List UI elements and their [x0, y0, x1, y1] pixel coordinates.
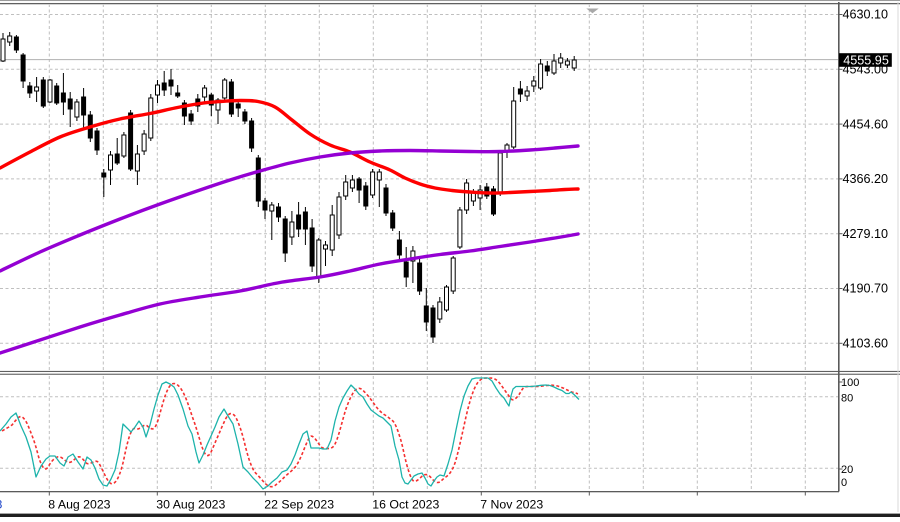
svg-text:4555.95: 4555.95	[843, 54, 889, 68]
svg-text:4103.60: 4103.60	[843, 337, 889, 351]
svg-text:4366.20: 4366.20	[843, 172, 889, 186]
svg-text:4454.60: 4454.60	[843, 117, 889, 131]
svg-text:80: 80	[841, 393, 853, 405]
svg-text:0: 0	[841, 477, 847, 489]
svg-text:30 Aug 2023: 30 Aug 2023	[156, 497, 225, 511]
svg-text:4630.10: 4630.10	[843, 8, 889, 22]
svg-text:100: 100	[841, 377, 859, 389]
svg-text:20: 20	[841, 464, 853, 476]
svg-text:4190.70: 4190.70	[843, 282, 889, 296]
svg-text:3: 3	[0, 497, 3, 511]
svg-text:16 Oct 2023: 16 Oct 2023	[372, 497, 439, 511]
svg-text:4279.10: 4279.10	[843, 227, 889, 241]
svg-text:22 Sep 2023: 22 Sep 2023	[264, 497, 334, 511]
svg-text:8 Aug 2023: 8 Aug 2023	[48, 497, 110, 511]
svg-text:7 Nov 2023: 7 Nov 2023	[480, 497, 543, 511]
